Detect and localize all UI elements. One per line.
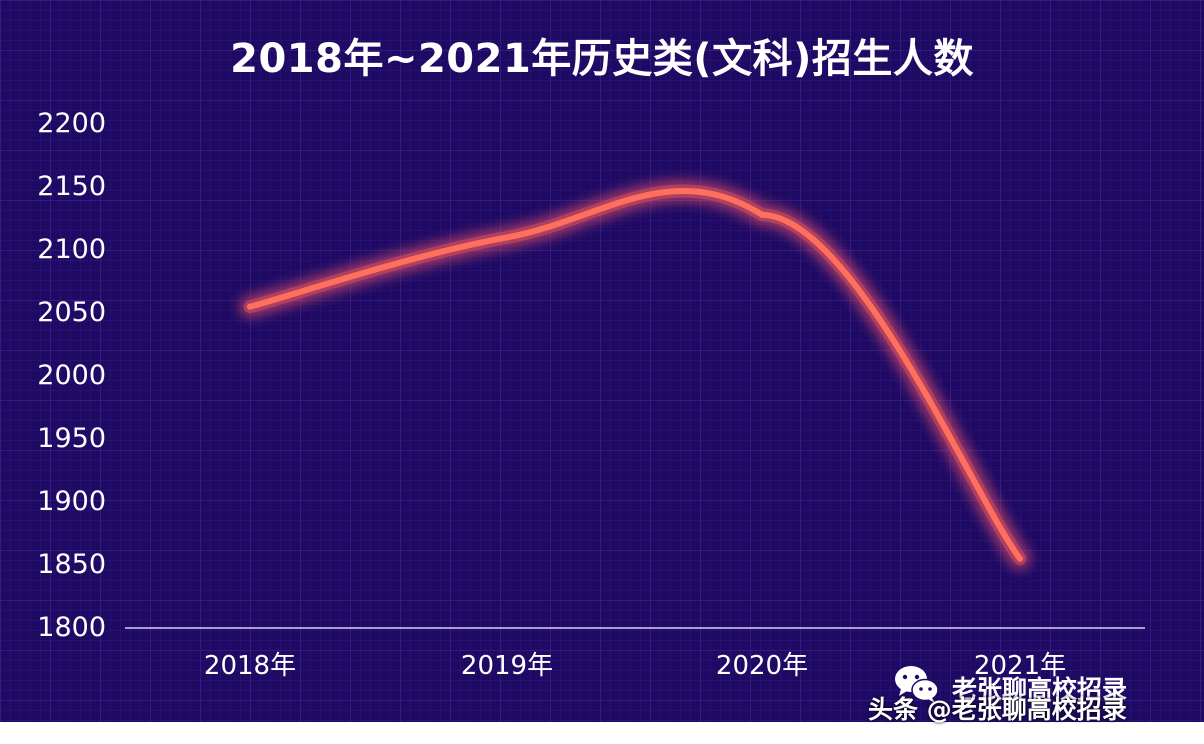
chart-title: 2018年~2021年历史类(文科)招生人数: [230, 36, 974, 82]
y-tick-label: 2050: [37, 297, 106, 328]
watermark-account: 老张聊高校招录: [952, 675, 1128, 704]
x-tick-label: 2019年: [460, 651, 554, 681]
watermark-platform-line: 头条 @老张聊高校招录: [868, 695, 1127, 724]
x-tick-label: 2021年: [973, 651, 1067, 681]
y-tick-label: 1950: [37, 423, 106, 454]
data-point: [1017, 555, 1023, 562]
wechat-icon: [895, 666, 939, 703]
y-tick-label: 1850: [37, 549, 106, 580]
y-tick-label: 2100: [37, 234, 106, 265]
series-line: [247, 188, 1023, 562]
chart-area: 2018年~2021年历史类(文科)招生人数 2200 2150 2100 2050 2…: [0, 0, 1204, 722]
y-tick-label: 2150: [37, 171, 106, 202]
x-tick-label: 2018年: [203, 651, 297, 681]
y-tick-label: 2000: [37, 360, 106, 391]
chart-plot-svg: [0, 0, 1204, 722]
data-point: [759, 211, 765, 218]
data-point: [504, 234, 510, 241]
data-point: [247, 303, 253, 310]
y-tick-label: 2200: [37, 108, 106, 139]
y-tick-label: 1900: [37, 486, 106, 517]
x-tick-label: 2020年: [715, 651, 809, 681]
grid-background: [0, 0, 1204, 722]
y-tick-label: 1800: [37, 612, 106, 643]
